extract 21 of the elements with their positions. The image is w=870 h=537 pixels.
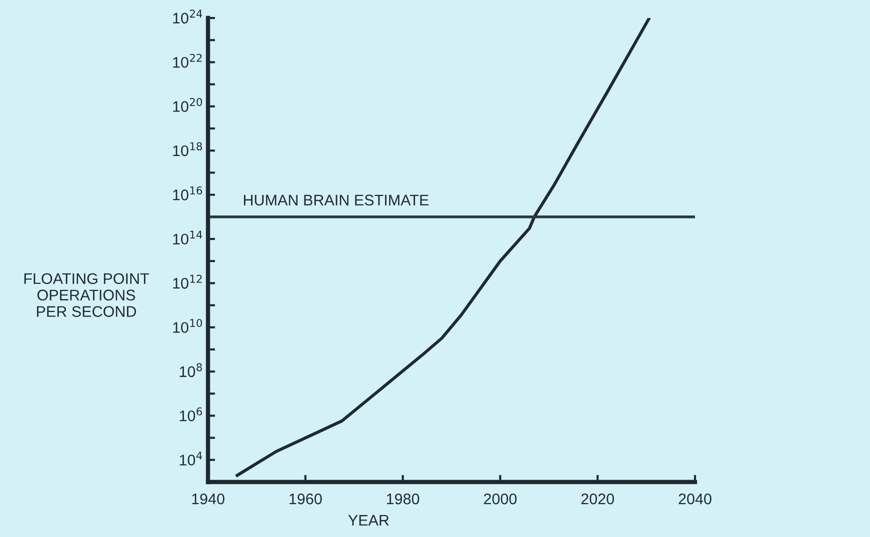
y-tick-label: 10$^{14}$ — [173, 230, 202, 245]
x-axis-title: YEAR — [348, 515, 389, 526]
x-tick-label: 1940 — [192, 494, 224, 504]
x-tick-label: 1960 — [290, 494, 322, 504]
y-tick-label: 10$^{12}$ — [173, 274, 202, 289]
y-tick-label: 10$^{24}$ — [173, 10, 202, 24]
ref-line-label: HUMAN BRAIN ESTIMATE — [244, 194, 429, 206]
y-tick-label: 10$^{16}$ — [173, 186, 202, 200]
y-tick-label: 10$^{4}$ — [180, 452, 202, 466]
y-tick-label: 10$^{6}$ — [180, 407, 202, 422]
x-tick-label: 2020 — [581, 494, 614, 504]
line-series — [236, 18, 650, 477]
y-tick-label: 10$^{10}$ — [173, 318, 202, 333]
y-tick-label: 10$^{20}$ — [173, 98, 202, 112]
y-tick-label: 10$^{8}$ — [180, 363, 202, 378]
y-tick-label: 10$^{18}$ — [173, 142, 202, 156]
y-axis-title: FLOATING POINT OPERATIONS PER SECOND — [24, 273, 149, 317]
x-tick-label: 2040 — [678, 494, 712, 504]
y-tick-label: 10$^{22}$ — [173, 54, 202, 68]
x-tick-label: 1980 — [386, 494, 420, 504]
x-tick-label: 2000 — [484, 494, 517, 504]
